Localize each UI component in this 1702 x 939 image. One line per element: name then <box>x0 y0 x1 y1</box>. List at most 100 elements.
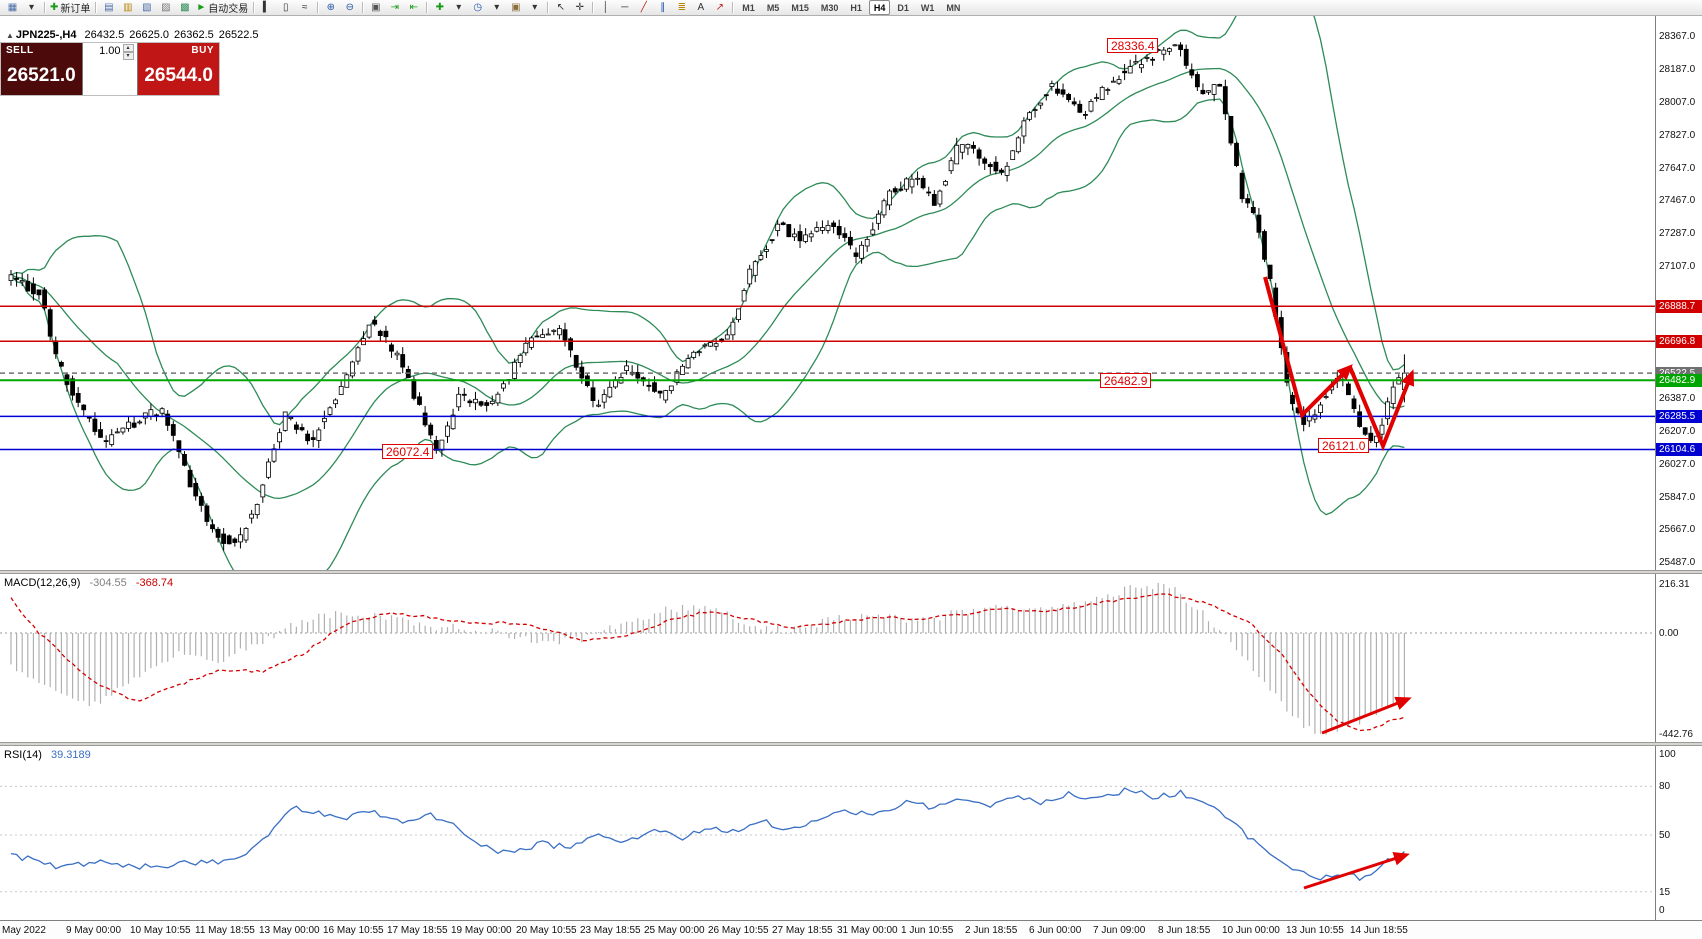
periods-dropdown-icon[interactable]: ▾ <box>494 2 500 13</box>
chart-shift-icon[interactable]: ⇤ <box>409 2 418 13</box>
timeframe-m1[interactable]: M1 <box>742 2 755 13</box>
macd-axis-label: 0.00 <box>1659 628 1679 639</box>
panel-splitter-rsi[interactable] <box>0 742 1702 746</box>
indicators-icon[interactable]: ✚ <box>435 2 444 13</box>
timeframe-w1[interactable]: W1 <box>920 2 935 13</box>
periods-icon[interactable]: ◷ <box>473 2 483 13</box>
new-order-icon[interactable]: ✚ 新订单 <box>50 2 91 15</box>
timeframe-m15[interactable]: M15 <box>791 2 809 13</box>
symbol-info: ▲ JPN225-,H4 26432.5 26625.0 26362.5 26522.5 <box>6 29 264 41</box>
bar-low: 26362.5 <box>174 29 214 41</box>
timeframe-d1[interactable]: D1 <box>897 2 909 13</box>
time-axis-label: 10 May 10:55 <box>130 925 191 936</box>
market-watch-icon[interactable]: ▤ <box>104 2 114 13</box>
recent-low-label[interactable]: 26121.0 <box>1318 438 1370 453</box>
sell-label: SELL <box>6 45 34 56</box>
templates-dropdown-icon[interactable]: ▾ <box>532 2 538 13</box>
rsi-axis-label: 15 <box>1659 887 1671 898</box>
vertical-line-icon[interactable]: │ <box>602 2 609 13</box>
pivot-price-label[interactable]: 26482.9 <box>1100 373 1152 388</box>
zoom-out-icon[interactable]: ⊖ <box>345 2 354 13</box>
indicators-dropdown-icon[interactable]: ▾ <box>456 2 462 13</box>
new-chart-dropdown-icon[interactable]: ▾ <box>28 2 35 13</box>
line-chart-icon[interactable]: ≈ <box>302 2 308 13</box>
support-level-2-tag[interactable]: 26104.6 <box>1656 443 1702 456</box>
time-axis-label: 27 May 18:55 <box>772 925 833 936</box>
templates-icon[interactable]: ▣ <box>511 2 521 13</box>
time-axis-label: 23 May 18:55 <box>580 925 641 936</box>
low-price-label[interactable]: 26072.4 <box>382 444 434 459</box>
arrows-tool-icon[interactable]: ↗ <box>715 2 724 13</box>
forecast-arrows[interactable] <box>1263 276 1415 890</box>
new-chart-icon[interactable]: ▦ <box>7 2 18 13</box>
time-axis-label: 7 Jun 09:00 <box>1093 925 1146 936</box>
text-label-icon[interactable]: A <box>697 2 705 13</box>
time-axis[interactable]: May 2022 9 May 00:00 10 May 10:55 11 May 18… <box>0 920 1702 939</box>
equidistant-channel-icon[interactable]: ∥ <box>660 2 666 13</box>
bar-open: 26432.5 <box>84 29 125 41</box>
panel-splitter-macd[interactable] <box>0 570 1702 574</box>
buy-button[interactable]: BUY 26544.0 <box>138 43 219 95</box>
price-axis-divider <box>1655 16 1656 920</box>
forecast-zigzag-down[interactable] <box>1263 276 1353 419</box>
time-axis-label: 26 May 10:55 <box>708 925 769 936</box>
sell-button[interactable]: SELL 26521.0 <box>1 43 82 95</box>
peak-price-label[interactable]: 28336.4 <box>1107 38 1159 53</box>
price-axis-label: 28367.0 <box>1659 31 1696 42</box>
resistance-level-2-tag[interactable]: 26696.8 <box>1656 335 1702 348</box>
one-click-trading-panel: SELL 26521.0 ▴ ▾ BUY 26544.0 <box>1 43 219 95</box>
toolbar-separator <box>592 2 594 13</box>
volume-up-button[interactable]: ▴ <box>122 44 134 52</box>
macd-axis-label: 216.31 <box>1659 579 1690 590</box>
zoom-in-icon[interactable]: ⊕ <box>326 2 335 13</box>
horizontal-line-icon[interactable]: ─ <box>621 2 629 13</box>
macd-forecast-arrow[interactable] <box>1321 696 1412 735</box>
time-axis-label: 31 May 00:00 <box>837 925 898 936</box>
volume-down-button[interactable]: ▾ <box>122 52 134 60</box>
navigator-icon[interactable]: ▧ <box>142 2 152 13</box>
time-axis-label: May 2022 <box>2 925 46 936</box>
trendline-icon[interactable]: ╱ <box>640 2 647 13</box>
cursor-icon[interactable]: ↖ <box>556 2 565 13</box>
macd-main-value: -304.55 <box>89 577 127 589</box>
bollinger-middle-band <box>10 67 1405 500</box>
resistance-level-1-tag[interactable]: 26888.7 <box>1656 300 1702 313</box>
timeframe-h4[interactable]: H4 <box>868 0 891 15</box>
candles-layer <box>8 42 1407 551</box>
timeframe-mn[interactable]: MN <box>946 2 961 13</box>
price-panel <box>0 16 1655 570</box>
time-axis-label: 13 May 00:00 <box>259 925 320 936</box>
autotrading-icon[interactable]: ► 自动交易 <box>196 2 249 15</box>
time-axis-label: 2 Jun 18:55 <box>965 925 1018 936</box>
toolbar-separator <box>547 2 549 13</box>
price-axis-label: 27107.0 <box>1659 261 1696 272</box>
volume-input[interactable] <box>86 44 123 58</box>
tile-windows-icon[interactable]: ▣ <box>371 2 381 13</box>
pivot-level-tag[interactable]: 26482.9 <box>1656 374 1702 387</box>
time-axis-label: 14 Jun 18:55 <box>1350 925 1408 936</box>
support-level-1-tag[interactable]: 26285.5 <box>1656 410 1702 423</box>
timeframe-m5[interactable]: M5 <box>766 2 780 13</box>
timeframe-m30[interactable]: M30 <box>820 2 839 13</box>
rsi-axis-label: 50 <box>1659 830 1671 841</box>
sell-price: 26521.0 <box>7 64 76 86</box>
fibonacci-icon[interactable]: ≣ <box>677 2 686 13</box>
crosshair-icon[interactable]: ✛ <box>575 2 584 13</box>
volume-box: ▴ ▾ <box>82 43 138 95</box>
terminal-icon[interactable]: ▨ <box>161 2 171 13</box>
timeframe-h1[interactable]: H1 <box>850 2 862 13</box>
rsi-forecast-arrow[interactable] <box>1303 852 1410 890</box>
forecast-zigzag-up[interactable] <box>1348 366 1415 452</box>
auto-scroll-icon[interactable]: ⇥ <box>390 2 399 13</box>
time-axis-label: 6 Jun 00:00 <box>1029 925 1082 936</box>
data-window-icon[interactable]: ▥ <box>123 2 133 13</box>
candlestick-chart-icon[interactable]: ▯ <box>283 2 289 13</box>
strategy-tester-icon[interactable]: ▩ <box>180 2 190 13</box>
time-axis-label: 19 May 00:00 <box>451 925 512 936</box>
symbol-triangle-icon: ▲ <box>6 31 14 40</box>
time-axis-label: 16 May 10:55 <box>323 925 384 936</box>
symbol-name: JPN225-,H4 <box>15 29 77 41</box>
toolbar-separator <box>426 2 428 13</box>
bar-chart-icon[interactable]: ▍ <box>262 2 271 13</box>
